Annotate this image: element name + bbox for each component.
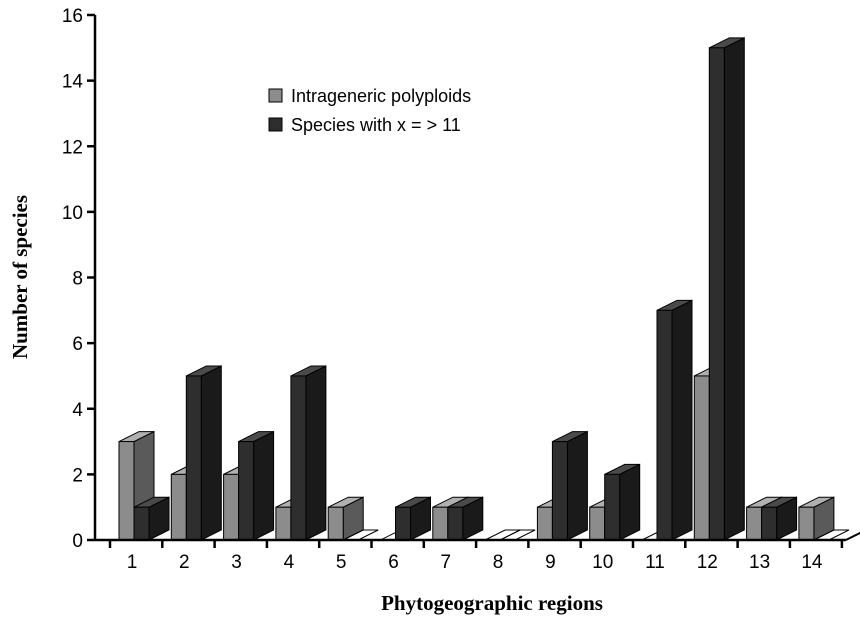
bar-species-x11-4 — [290, 365, 327, 541]
y-tick-label: 8 — [72, 269, 83, 290]
y-tick-label: 14 — [62, 72, 84, 93]
x-tick-label: 13 — [749, 552, 770, 573]
bar-species-x11-7 — [447, 496, 484, 541]
x-tick-label: 3 — [231, 552, 242, 573]
x-tick-label: 4 — [284, 552, 295, 573]
x-tick-label: 1 — [127, 552, 138, 573]
legend-label-species-x11: Species with x = > 11 — [291, 115, 461, 135]
bar-species-x11-6 — [395, 496, 431, 541]
legend-label-intrageneric: Intrageneric polyploids — [291, 86, 471, 106]
y-tick-label: 6 — [72, 334, 83, 355]
y-tick-label: 16 — [62, 6, 83, 27]
legend-swatch-intrageneric — [268, 88, 283, 103]
x-tick-label: 6 — [388, 552, 399, 573]
x-tick-label: 9 — [545, 552, 556, 573]
bar-species-x11-2 — [185, 365, 222, 541]
bars-group — [118, 37, 850, 541]
bar-intrageneric-14 — [798, 496, 835, 541]
bar-species-x11-9 — [551, 430, 588, 541]
y-tick-label: 4 — [72, 400, 83, 421]
bar-species-x11-12 — [708, 37, 745, 541]
x-tick-label: 7 — [441, 552, 452, 573]
y-tick-label: 10 — [62, 203, 83, 224]
bar-species-x11-10 — [604, 463, 641, 541]
x-tick-label: 10 — [592, 552, 613, 573]
x-tick-label: 14 — [801, 552, 823, 573]
x-axis-title: Phytogeographic regions — [381, 591, 603, 615]
legend: Intrageneric polyploids Species with x =… — [268, 86, 471, 135]
x-axis-depth-line — [845, 531, 860, 541]
y-tick-label: 2 — [72, 465, 83, 486]
y-axis-title: Number of species — [8, 195, 32, 359]
bar-species-x11-1 — [133, 496, 170, 541]
bar-species-x11-3 — [238, 430, 275, 541]
x-tick-label: 8 — [493, 552, 504, 573]
x-tick-label: 2 — [179, 552, 190, 573]
y-tick-label: 12 — [62, 137, 83, 158]
x-tick-label: 11 — [645, 552, 665, 573]
x-tick-label: 12 — [697, 552, 718, 573]
bar-species-x11-11 — [656, 299, 693, 541]
y-tick-label: 0 — [72, 531, 83, 552]
bar-intrageneric-5 — [327, 496, 364, 541]
x-tick-label: 5 — [336, 552, 347, 573]
bar-species-x11-8 — [499, 529, 536, 541]
legend-swatch-species-x11 — [268, 117, 283, 132]
